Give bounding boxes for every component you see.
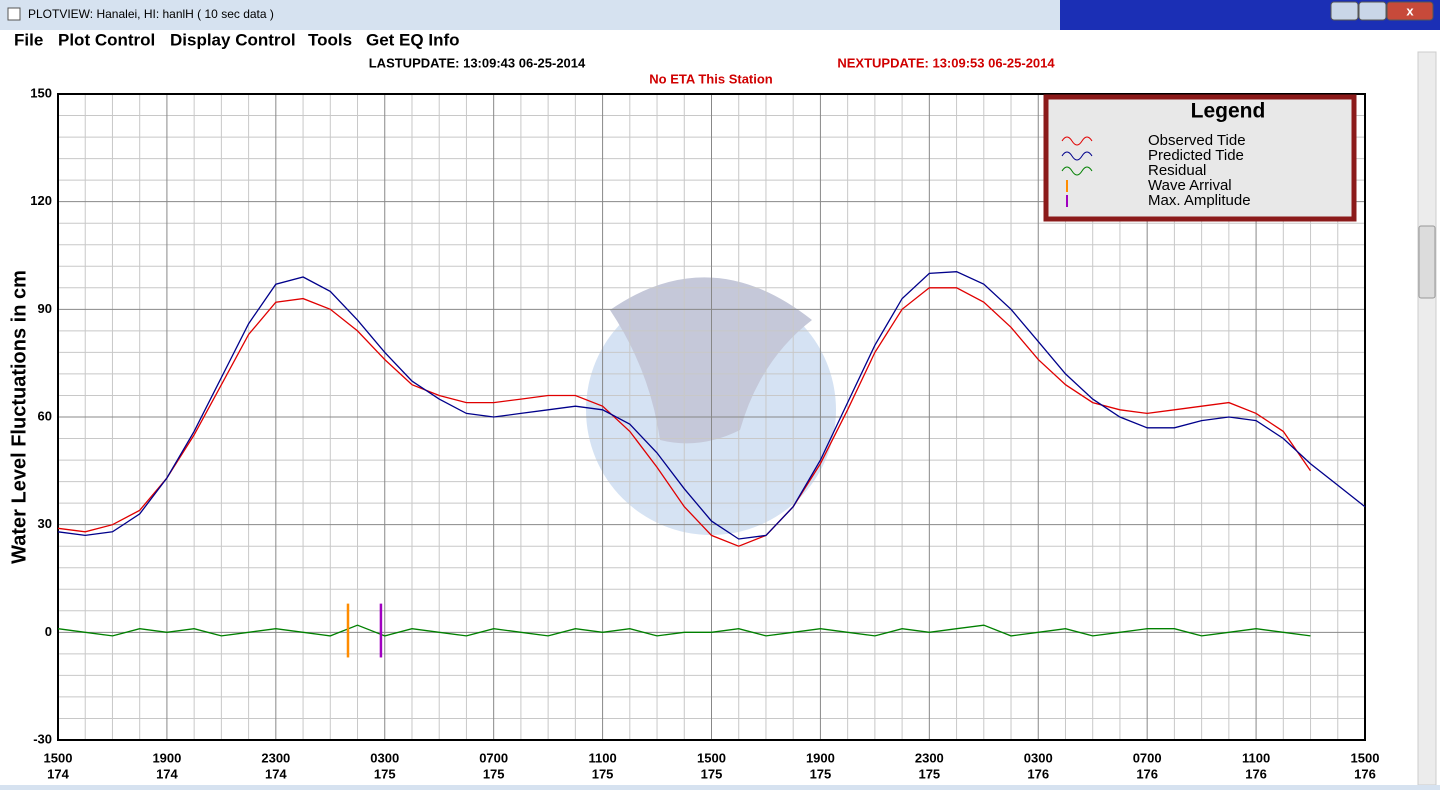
menu-item[interactable]: Get EQ Info [366,30,460,49]
close-button[interactable] [1386,1,1434,21]
menu-item[interactable]: Plot Control [58,30,155,49]
maximize-button[interactable] [1358,1,1387,21]
x-tick-day: 175 [483,766,505,781]
y-tick-label: 150 [30,85,52,100]
x-tick-label: 0700 [479,750,508,765]
bottom-border [0,785,1440,790]
series-line [57,624,1311,637]
x-tick-day: 174 [47,766,69,781]
x-tick-label: 1900 [806,750,835,765]
legend-label: Observed Tide [1148,132,1246,149]
x-tick-label: 1100 [588,750,616,765]
app-icon [7,7,21,21]
legend-swatch [1061,151,1093,161]
x-tick-day: 175 [701,766,723,781]
x-tick-day: 176 [1136,766,1158,781]
x-tick-day: 175 [592,766,614,781]
legend-label: Predicted Tide [1148,147,1244,164]
x-tick-day: 176 [1245,766,1267,781]
x-tick-label: 2300 [915,750,944,765]
eta-note: No ETA This Station [649,71,773,86]
x-tick-day: 174 [156,766,178,781]
legend-box [1043,94,1357,222]
x-tick-label: 1500 [697,750,726,765]
x-tick-label: 0700 [1133,750,1162,765]
y-tick-label: 90 [38,301,52,316]
series-line [57,271,1366,540]
legend-swatch [1061,166,1093,176]
menu: File Plot Control Display Control Tools Get … [14,30,460,49]
y-tick-label: 120 [30,193,52,208]
menu-item[interactable]: Tools [308,30,352,49]
close-glyph: x [1406,3,1414,18]
minimize-button[interactable] [1330,1,1359,21]
x-tick-label: 1500 [44,750,73,765]
x-tick-day: 175 [810,766,832,781]
x-tick-day: 176 [1354,766,1376,781]
scroll-thumb[interactable] [1418,225,1436,299]
x-tick-day: 176 [1027,766,1049,781]
x-tick-day: 174 [265,766,287,781]
menu-item[interactable]: Display Control [170,30,296,49]
x-tick-label: 2300 [261,750,290,765]
x-tick-label: 0300 [1024,750,1053,765]
legend-label: Wave Arrival [1148,177,1232,194]
x-tick-label: 1900 [152,750,181,765]
y-tick-label: 60 [38,408,52,423]
y-tick-label: 0 [45,624,52,639]
x-tick-label: 0300 [370,750,399,765]
last-update: LASTUPDATE: 13:09:43 06-25-2014 [369,55,586,70]
x-tick-day: 175 [918,766,940,781]
x-tick-day: 175 [374,766,396,781]
legend-label: Max. Amplitude [1148,192,1251,209]
window-title: PLOTVIEW: Hanalei, HI: hanlH ( 10 sec da… [28,7,274,21]
plot: -300306090120150150017419001742300174030… [30,85,1379,781]
menu-item[interactable]: File [14,30,43,49]
next-update: NEXTUPDATE: 13:09:53 06-25-2014 [837,55,1055,70]
menu-bar [0,30,1440,52]
scrollbar[interactable] [1417,51,1437,786]
plot-frame [57,93,1366,741]
legend-swatch [1061,136,1093,146]
x-tick-label: 1500 [1351,750,1380,765]
x-tick-label: 1100 [1242,750,1270,765]
y-tick-label: -30 [33,731,52,746]
legend-title: Legend [1191,100,1266,123]
y-tick-label: 30 [38,516,52,531]
legend-label: Residual [1148,162,1206,179]
y-axis-label: Water Level Fluctuations in cm [8,270,30,564]
